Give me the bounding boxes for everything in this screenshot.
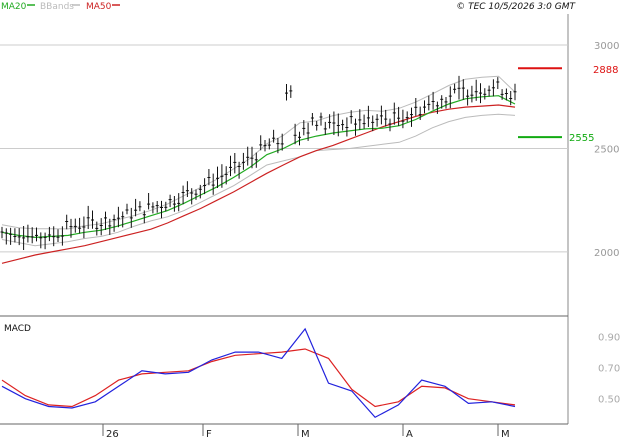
macd-panel-area bbox=[0, 318, 568, 424]
copyright-text: © TEC 10/5/2026 3:0 GMT bbox=[456, 2, 576, 12]
macd-signal-line bbox=[1, 348, 516, 408]
macd-line bbox=[1, 327, 516, 419]
time-tick-label: 26 bbox=[106, 429, 119, 440]
time-tick-label: A bbox=[406, 429, 413, 440]
level-markers: 2888 2555 bbox=[518, 65, 618, 144]
price-tick-label: 3000 bbox=[594, 41, 619, 52]
bband-lower-line bbox=[1, 113, 516, 247]
price-tick-label: 2000 bbox=[594, 248, 619, 259]
price-axis: 3000 2500 2000 bbox=[594, 41, 619, 259]
ma20-line bbox=[1, 95, 516, 239]
time-tick-label: M bbox=[301, 429, 310, 440]
support-label: 2555 bbox=[569, 133, 594, 144]
moving-averages bbox=[1, 95, 516, 264]
bbands-group bbox=[1, 75, 516, 247]
time-axis: 26 F M A M bbox=[102, 424, 510, 440]
macd-tick-label: 0.50 bbox=[598, 395, 620, 406]
time-tick-label: M bbox=[501, 429, 510, 440]
legend-label-ma50: MA50 bbox=[86, 2, 112, 12]
legend: MA20 BBands MA50 bbox=[1, 2, 120, 12]
macd-tick-label: 0.90 bbox=[598, 333, 620, 344]
resistance-label: 2888 bbox=[593, 65, 618, 76]
price-tick-label: 2500 bbox=[594, 144, 619, 155]
time-tick-label: F bbox=[206, 429, 212, 440]
legend-label-bbands: BBands bbox=[40, 2, 74, 12]
macd-tick-label: 0.70 bbox=[598, 364, 620, 375]
macd-lines bbox=[1, 327, 516, 419]
macd-axis: 0.90 0.70 0.50 bbox=[598, 333, 620, 406]
bband-upper-line bbox=[1, 75, 516, 230]
macd-title: MACD bbox=[4, 324, 31, 334]
legend-label-ma20: MA20 bbox=[1, 2, 27, 12]
price-bars bbox=[0, 75, 517, 250]
